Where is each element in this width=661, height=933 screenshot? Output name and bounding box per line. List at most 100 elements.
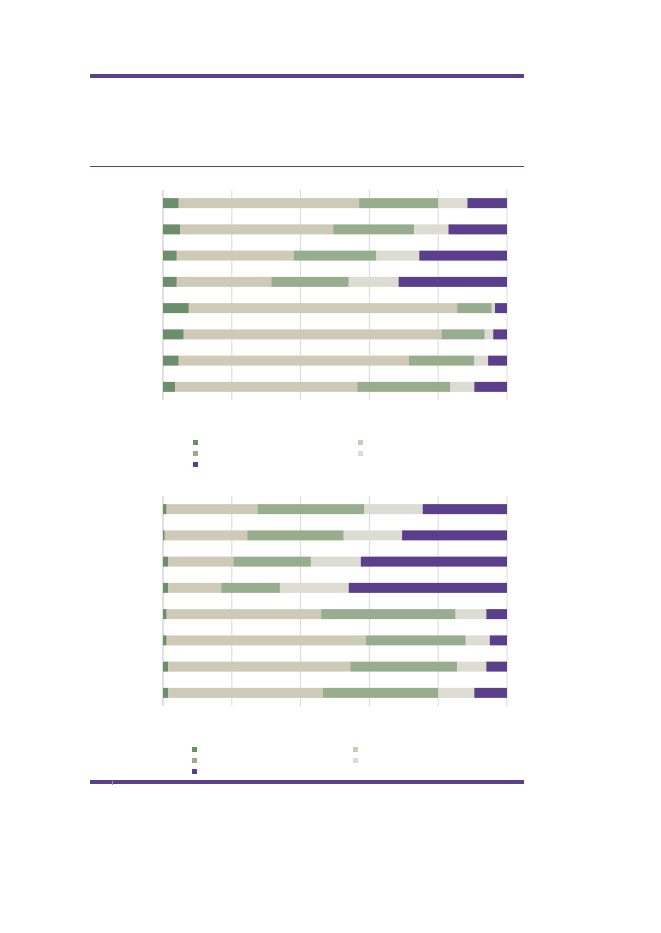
bar-segment [350, 661, 458, 672]
bar-segment [474, 355, 489, 366]
chart-bottom-plot [162, 496, 508, 706]
bar-segment [163, 303, 189, 314]
bar-segment [457, 661, 487, 672]
bar-segment [168, 661, 351, 672]
bar-segment [365, 635, 466, 646]
bar-segment [166, 635, 366, 646]
legend-item-sage [193, 451, 202, 456]
bar-segment [376, 250, 420, 261]
bar-segment [163, 556, 169, 567]
bar-segment [178, 198, 360, 209]
bar-segment [438, 687, 475, 698]
legend-item-beige [358, 440, 367, 445]
bar-segment [486, 609, 507, 620]
bar-segment [321, 609, 456, 620]
legend-swatch-sage [193, 451, 198, 456]
legend-swatch-beige [353, 747, 358, 752]
legend-swatch-purple [193, 462, 198, 467]
bar-segment [494, 303, 507, 314]
bar-segment [489, 635, 507, 646]
chart-top-plot [162, 190, 508, 400]
bar-segment [257, 504, 365, 515]
page-marker [112, 781, 113, 785]
bar-segment [168, 556, 234, 567]
bar-segment [360, 556, 507, 567]
legend-swatch-sage [192, 758, 197, 763]
bar-segment [163, 609, 167, 620]
bar-segment [164, 530, 248, 541]
bar-segment [163, 250, 177, 261]
bar-segment [348, 276, 399, 287]
bar-segment [322, 687, 439, 698]
legend-item-purple [192, 769, 201, 774]
bar-segment [279, 582, 349, 593]
bar-segment [448, 224, 507, 235]
bar-segment [474, 381, 507, 392]
bar-segment [175, 381, 358, 392]
legend-item-light-grey [353, 758, 362, 763]
legend-item-beige [353, 747, 362, 752]
legend-swatch-light-grey [358, 451, 363, 456]
bar-segment [359, 198, 439, 209]
bar-segment [488, 355, 507, 366]
bar-segment [163, 687, 169, 698]
legend-item-dark-green [192, 747, 201, 752]
bar-segment [163, 224, 181, 235]
bar-segment [163, 635, 167, 646]
top-rule [90, 74, 524, 78]
bar-segment [163, 582, 169, 593]
bar-segment [176, 276, 272, 287]
bar-segment [293, 250, 377, 261]
bar-segment [343, 530, 403, 541]
legend-swatch-dark-green [193, 440, 198, 445]
legend-swatch-purple [192, 769, 197, 774]
bar-segment [333, 224, 415, 235]
legend-swatch-light-grey [353, 758, 358, 763]
bar-segment [348, 582, 507, 593]
bar-segment [465, 635, 490, 646]
bar-segment [163, 329, 184, 340]
bar-segment [163, 355, 179, 366]
bar-segment [438, 198, 468, 209]
bar-segment [188, 303, 458, 314]
chart-top [90, 186, 524, 406]
bar-segment [178, 355, 409, 366]
bar-segment [163, 530, 165, 541]
bar-segment [402, 530, 507, 541]
bar-segment [414, 224, 449, 235]
bar-segment [486, 661, 507, 672]
bar-segment [398, 276, 507, 287]
bar-segment [484, 329, 494, 340]
bar-segment [163, 198, 179, 209]
bar-segment [176, 250, 294, 261]
bar-segment [467, 198, 507, 209]
bar-segment [233, 556, 311, 567]
bar-segment [357, 381, 451, 392]
bar-segment [163, 504, 167, 515]
legend-swatch-dark-green [192, 747, 197, 752]
bar-segment [166, 609, 322, 620]
bar-segment [271, 276, 349, 287]
legend-item-purple [193, 462, 202, 467]
bar-segment [422, 504, 507, 515]
bar-segment [183, 329, 442, 340]
bar-segment [247, 530, 344, 541]
bar-segment [168, 582, 222, 593]
bar-segment [474, 687, 507, 698]
bar-segment [168, 687, 323, 698]
bar-segment [163, 381, 176, 392]
bar-segment [408, 355, 475, 366]
bar-segment [364, 504, 423, 515]
bar-segment [455, 609, 487, 620]
legend-item-light-grey [358, 451, 367, 456]
bottom-rule [90, 780, 524, 784]
legend-item-sage [192, 758, 201, 763]
bar-segment [166, 504, 258, 515]
bar-segment [221, 582, 280, 593]
header-divider [90, 166, 524, 167]
bar-segment [163, 661, 169, 672]
bar-segment [163, 276, 177, 287]
bar-segment [310, 556, 361, 567]
bar-segment [450, 381, 475, 392]
